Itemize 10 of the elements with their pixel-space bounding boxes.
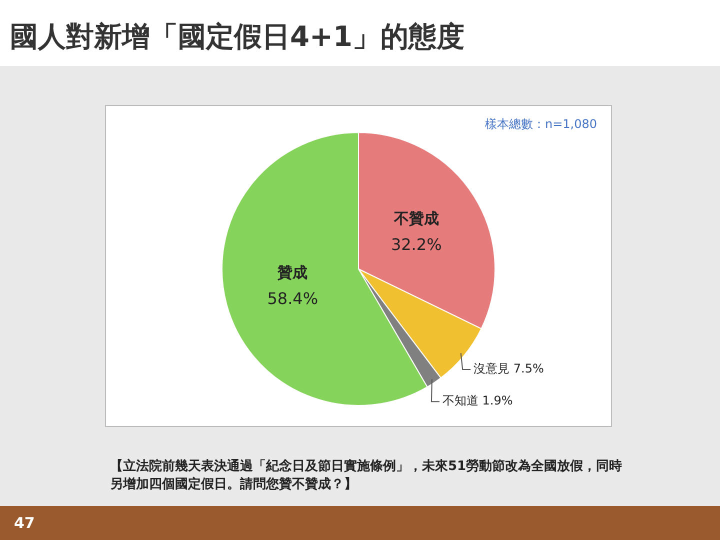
slice-label: 不贊成: [392, 210, 439, 228]
data-label: 32.2%: [390, 234, 442, 254]
slice-label: 沒意見 7.5%: [474, 362, 544, 376]
slice-label: 不知道 1.9%: [442, 394, 513, 408]
chart-title: 國人對新增「國定假日4+1」的態度: [0, 0, 720, 66]
text: 47: [14, 514, 35, 532]
slice-label: 贊成: [276, 264, 308, 282]
text: 【立法院前幾天表決通過「紀念日及節日實施條例」，未來51勞動節改為全國放假，同時另增加四個國定假日。請問您贊不贊成？】: [110, 458, 624, 494]
data-label: 58.4%: [267, 288, 318, 308]
text: 樣本總數：n=1,080: [484, 116, 597, 133]
